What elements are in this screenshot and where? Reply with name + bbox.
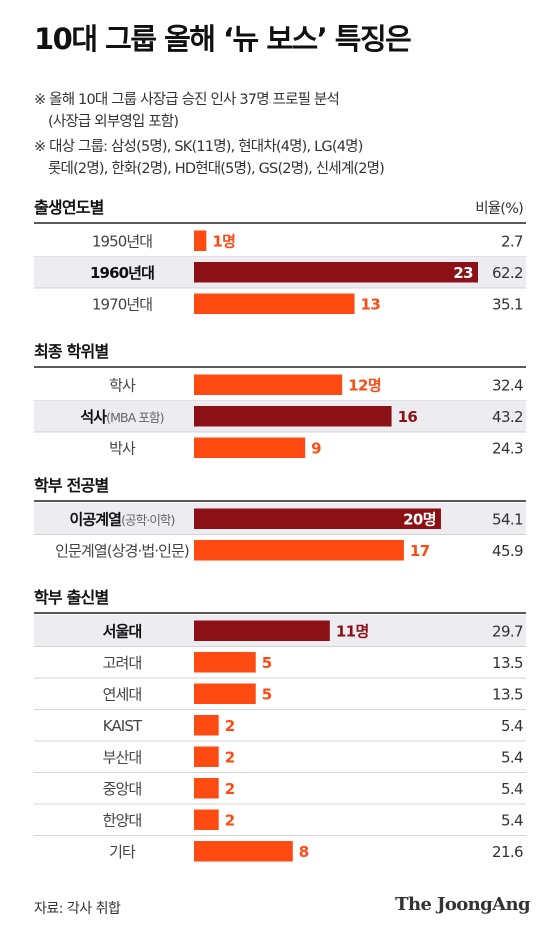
bar — [194, 437, 306, 458]
bar-value-label: 5 — [262, 654, 272, 672]
bar — [194, 540, 404, 561]
category-label: 이공계열(공학·이학) — [69, 510, 174, 528]
category-label: 박사 — [109, 439, 136, 457]
percent-value: 35.1 — [492, 295, 523, 313]
section-title: 최종 학위별 — [34, 342, 108, 361]
section-title: 학부 출신별 — [34, 588, 108, 607]
percent-value: 24.3 — [492, 439, 523, 457]
note-line-4: 롯데(2명), 한화(2명), HD현대(5명), GS(2명), 신세계(2명… — [48, 161, 385, 177]
bar-value-label: 2 — [225, 780, 235, 798]
note-line-2: (사장급 외부영입 포함) — [48, 114, 179, 130]
percent-value: 5.4 — [501, 811, 523, 829]
bar — [194, 293, 355, 314]
category-label: KAIST — [103, 717, 143, 735]
bar-value-label: 11명 — [336, 622, 369, 640]
section-title: 출생연도별 — [34, 198, 104, 217]
brand-logo: The JoongAng — [395, 894, 530, 915]
bar — [194, 746, 219, 767]
percent-value: 54.1 — [492, 510, 523, 528]
bar — [194, 620, 330, 641]
category-label: 학사 — [109, 376, 136, 394]
bar — [194, 809, 219, 830]
percent-column-header: 비율(%) — [475, 200, 523, 217]
category-label: 중앙대 — [103, 780, 142, 798]
bar — [194, 262, 478, 283]
bar-chart: 출생연도별 비율(%) 1950년대 1명 2.7 1960년대 23 62.2 1970년대 1… — [34, 198, 526, 862]
percent-value: 29.7 — [492, 622, 523, 640]
bar — [194, 406, 392, 427]
bar — [194, 683, 256, 704]
bar — [194, 715, 219, 736]
bar-value-label: 2 — [225, 811, 235, 829]
bar-value-label: 12명 — [348, 376, 381, 394]
bar-value-label: 16 — [398, 408, 418, 426]
category-label: 1950년대 — [92, 232, 152, 250]
percent-value: 32.4 — [492, 376, 523, 394]
category-label: 부산대 — [103, 748, 142, 766]
percent-value: 5.4 — [501, 748, 523, 766]
bar-value-label: 23 — [453, 264, 473, 282]
percent-value: 5.4 — [501, 780, 523, 798]
bar-value-label: 1명 — [212, 232, 235, 250]
bar — [194, 374, 343, 395]
note-line-1: ※ 올해 10대 그룹 사장급 승진 인사 37명 프로필 분석 — [34, 92, 340, 108]
percent-value: 5.4 — [501, 717, 523, 735]
section-title: 학부 전공별 — [34, 476, 108, 495]
percent-value: 43.2 — [492, 408, 523, 426]
category-label: 서울대 — [103, 622, 142, 640]
category-label: 한양대 — [103, 811, 142, 829]
percent-value: 13.5 — [492, 654, 523, 672]
category-label: 석사(MBA 포함) — [80, 408, 163, 426]
bar — [194, 508, 441, 529]
bar-value-label: 9 — [311, 439, 321, 457]
bar-value-label: 5 — [262, 685, 272, 703]
category-label: 1970년대 — [92, 295, 152, 313]
percent-value: 21.6 — [492, 843, 523, 861]
bar — [194, 778, 219, 799]
bar — [194, 841, 293, 862]
bar-value-label: 20명 — [403, 510, 436, 528]
category-label: 고려대 — [103, 654, 142, 672]
bar — [194, 230, 207, 251]
bar-value-label: 13 — [361, 295, 381, 313]
source-note: 자료: 각사 취합 — [34, 901, 121, 917]
category-label: 연세대 — [103, 685, 142, 703]
category-label: 1960년대 — [90, 264, 154, 282]
bar-value-label: 2 — [225, 717, 235, 735]
bar-value-label: 8 — [299, 843, 309, 861]
category-label: 기타 — [109, 843, 136, 861]
percent-value: 62.2 — [492, 264, 523, 282]
percent-value: 2.7 — [501, 232, 523, 250]
bar-value-label: 17 — [410, 542, 430, 560]
bar-value-label: 2 — [225, 748, 235, 766]
category-label: 인문계열(상경·법·인문) — [55, 542, 189, 560]
chart-title: 10대 그룹 올해 ‘뉴 보스’ 특징은 — [34, 22, 412, 56]
bar — [194, 652, 256, 673]
percent-value: 13.5 — [492, 685, 523, 703]
note-line-3: ※ 대상 그룹: 삼성(5명), SK(11명), 현대차(4명), LG(4명… — [34, 139, 363, 155]
percent-value: 45.9 — [492, 542, 523, 560]
